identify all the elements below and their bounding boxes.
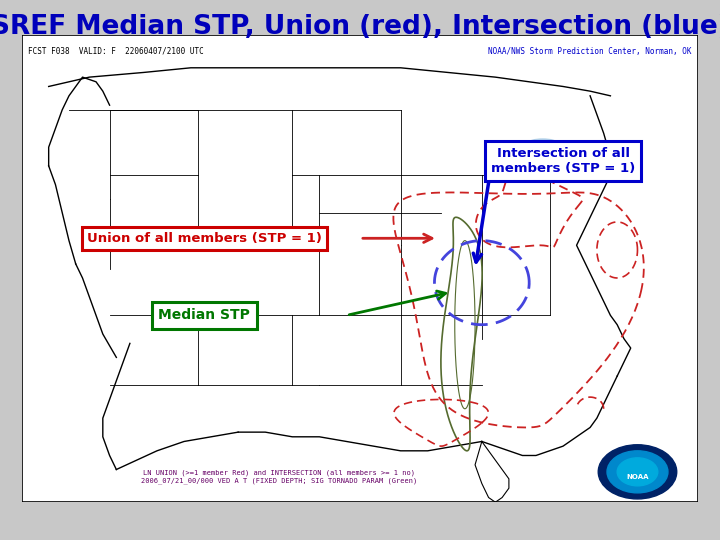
Ellipse shape (487, 153, 504, 160)
Text: SREF Median STP, Union (red), Intersection (blue): SREF Median STP, Union (red), Intersecti… (0, 14, 720, 39)
Text: FCST F038  VALID: F  22060407/2100 UTC: FCST F038 VALID: F 22060407/2100 UTC (28, 47, 204, 56)
Ellipse shape (505, 143, 526, 152)
Circle shape (617, 458, 658, 486)
Text: Union of all members (STP = 1): Union of all members (STP = 1) (87, 232, 322, 245)
Text: NOAA: NOAA (626, 474, 649, 480)
Text: Median STP: Median STP (158, 308, 251, 322)
Text: LN UNION (>=1 member Red) and INTERSECTION (all members >= 1 no)
2006_07/21_00/0: LN UNION (>=1 member Red) and INTERSECTI… (140, 469, 417, 483)
Text: Intersection of all
members (STP = 1): Intersection of all members (STP = 1) (491, 147, 635, 175)
Circle shape (607, 451, 668, 493)
Ellipse shape (529, 139, 557, 146)
Ellipse shape (554, 145, 572, 159)
Ellipse shape (516, 158, 543, 165)
Circle shape (598, 445, 677, 499)
Text: NOAA/NWS Storm Prediction Center, Norman, OK: NOAA/NWS Storm Prediction Center, Norman… (488, 47, 692, 56)
